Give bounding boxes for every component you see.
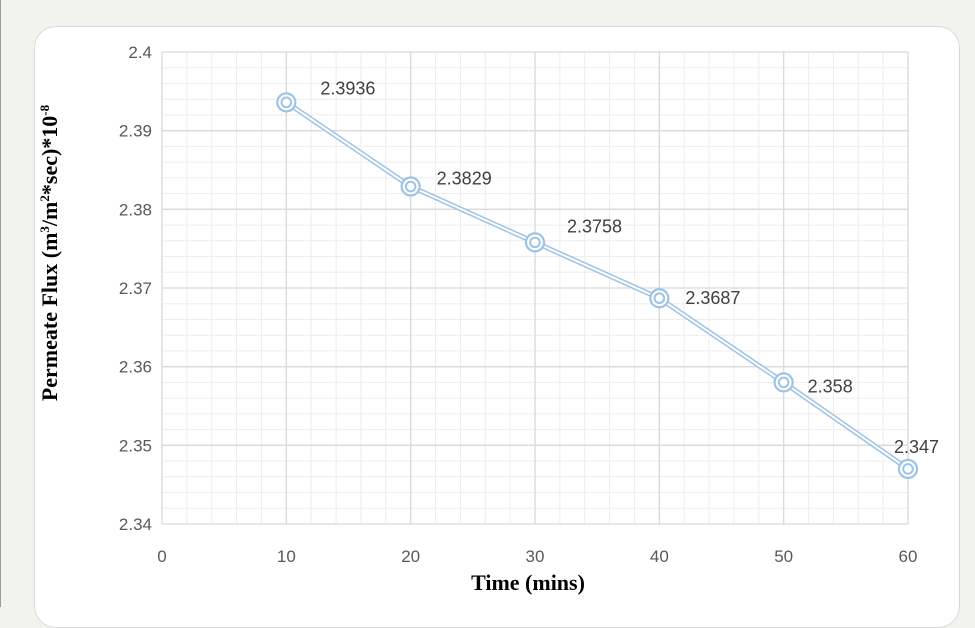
x-axis-title: Time (mins)	[471, 570, 585, 595]
chart-card	[34, 26, 960, 628]
data-point-marker-core	[653, 292, 666, 305]
x-tick-label: 20	[401, 547, 420, 566]
data-point-marker-core	[902, 463, 914, 475]
data-label: 2.358	[808, 376, 853, 396]
y-tick-label: 2.37	[119, 279, 152, 298]
data-label: 2.3829	[437, 169, 492, 189]
y-axis-title-sup3: -8	[37, 104, 52, 115]
data-point-marker-core	[777, 376, 790, 389]
x-tick-label: 0	[157, 547, 166, 566]
y-tick-label: 2.36	[119, 358, 152, 377]
screenshot-frame	[0, 0, 1, 607]
data-label: 2.347	[894, 437, 939, 457]
x-axis-ticks: 0 10 20 30 40 50 60	[157, 547, 917, 566]
grid-lines	[161, 51, 909, 525]
y-axis-title: Permeate Flux (m3/m2*sec)*10-8	[37, 104, 62, 401]
y-axis-title-main: Permeate Flux (m	[37, 233, 62, 402]
y-axis-ticks: 2.34 2.35 2.36 2.37 2.38 2.39 2.4	[119, 43, 152, 534]
y-tick-label: 2.39	[119, 122, 152, 141]
data-label: 2.3936	[320, 78, 375, 98]
x-tick-label: 60	[899, 547, 918, 566]
y-axis-title-sup1: 3	[37, 226, 52, 233]
x-tick-label: 30	[526, 547, 545, 566]
y-axis-title-mid: /m	[37, 202, 62, 227]
y-axis-title-tail: *sec)*10	[37, 116, 62, 195]
series-line	[284, 100, 910, 471]
data-point-marker-core	[280, 96, 293, 109]
y-tick-label: 2.38	[119, 200, 152, 219]
y-axis-title-sup2: 2	[37, 195, 52, 202]
series-markers	[276, 92, 919, 480]
data-labels: 2.3936 2.3829 2.3758 2.3687 2.358 2.347	[320, 78, 939, 457]
line-chart: 2.34 2.35 2.36 2.37 2.38 2.39 2.4 0 10 20 30 40 50 6…	[37, 43, 939, 595]
data-point-marker-core	[529, 236, 541, 249]
x-tick-label: 50	[774, 547, 793, 566]
y-tick-label: 2.34	[119, 515, 152, 534]
x-tick-label: 10	[277, 547, 296, 566]
x-tick-label: 40	[650, 547, 669, 566]
data-label: 2.3687	[685, 288, 740, 308]
data-point-marker-core	[404, 180, 417, 193]
data-label: 2.3758	[567, 216, 622, 236]
y-tick-label: 2.35	[119, 436, 152, 455]
y-tick-label: 2.4	[128, 43, 152, 62]
series-line-inner	[285, 101, 909, 470]
